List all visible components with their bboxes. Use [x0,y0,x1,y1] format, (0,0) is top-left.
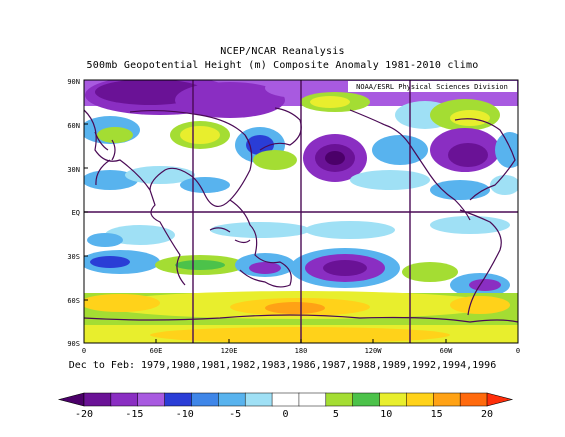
legend-tick-label: 10 [380,409,392,420]
legend-swatch [83,392,112,407]
legend-swatch [406,392,434,407]
legend-swatch [298,392,327,407]
legend-color-bar [57,392,514,407]
legend-swatch [191,392,219,407]
map-title: NCEP/NCAR Reanalysis [220,46,345,57]
legend-tick-label: 0 [282,409,288,420]
season-footer: Dec to Feb: 1979,1980,1981,1982,1983,198… [68,360,497,371]
legend-swatch [352,392,381,407]
lon-label-180: 180 [295,347,308,355]
tick-marks [84,123,447,343]
lat-label-60s: 60S [67,297,80,305]
legend-tick-label: -5 [229,409,241,420]
map-subtitle: 500mb Geopotential Height (m) Composite … [86,60,479,71]
legend-tick-label: -20 [75,409,93,420]
lon-label-120w: 120W [365,347,383,355]
legend-tick-labels: -20 -15 -10 -5 0 5 10 15 20 [75,409,493,420]
lat-label-30n: 30N [67,166,80,174]
legend-tick-label: 15 [431,409,443,420]
coastlines [84,107,518,323]
lat-label-90n: 90N [67,78,80,86]
legend-swatch [244,392,273,407]
legend-tick-label: 20 [481,409,493,420]
legend-tick-label: 5 [333,409,339,420]
legend-swatch [271,392,300,407]
legend-swatch [379,392,407,407]
legend-arrow-left [57,392,85,407]
legend-tick-label: -15 [125,409,143,420]
lat-label-60n: 60N [67,122,80,130]
lon-labels: 0 60E 120E 180 120W 60W 0 [82,347,520,355]
legend-swatch [459,392,488,407]
lon-label-60w: 60W [440,347,453,355]
lat-label-eq: EQ [72,209,80,217]
credit-label: NOAA/ESRL Physical Sciences Division [356,83,508,91]
credit-box [348,81,517,92]
lon-label-120e: 120E [221,347,238,355]
lat-labels: 90N 60N 30N EQ 30S 60S 90S [67,78,80,348]
legend-swatch [110,392,139,407]
lat-label-30s: 30S [67,253,80,261]
grid-lines [84,80,518,343]
lon-label-60e: 60E [150,347,163,355]
legend-swatch [164,392,193,407]
legend-tick-label: -10 [176,409,194,420]
lat-label-90s: 90S [67,340,80,348]
lon-label-0-right: 0 [516,347,520,355]
legend-swatch [325,392,354,407]
lon-label-0: 0 [82,347,86,355]
legend-swatch [433,392,461,407]
legend-swatch [218,392,246,407]
legend-arrow-right [486,392,514,407]
legend-swatch [137,392,166,407]
